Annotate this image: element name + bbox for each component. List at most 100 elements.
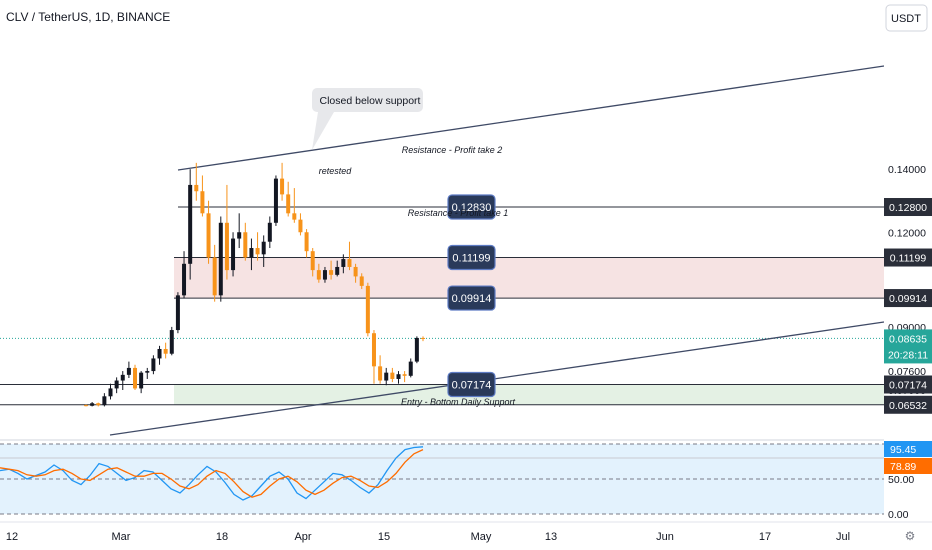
candle xyxy=(341,254,346,274)
price-axis[interactable]: 0.140000.120000.090000.076000.070000.128… xyxy=(884,0,932,550)
candle xyxy=(402,371,407,383)
candle xyxy=(163,342,168,359)
candle-body xyxy=(84,405,88,407)
candle-body xyxy=(310,251,315,271)
candle xyxy=(84,404,88,407)
candle-body xyxy=(212,257,217,296)
axis-level-tag-bg xyxy=(884,289,932,308)
candle-body xyxy=(200,191,205,214)
candle-body xyxy=(145,371,150,373)
candle xyxy=(249,238,254,271)
axis-level-tag-text: 0.07174 xyxy=(889,380,927,392)
candle-body xyxy=(182,263,187,296)
resistance-2-text: Resistance - Profit take 2 xyxy=(402,145,503,155)
candle-body xyxy=(378,366,383,381)
level-label-text: 0.12830 xyxy=(452,202,492,214)
axis-level-tag: 0.09914 xyxy=(884,289,932,308)
candle-body xyxy=(157,348,162,359)
candle-body xyxy=(90,403,95,406)
level-label: 0.11199 xyxy=(447,244,496,271)
stoch-rsi-pane[interactable] xyxy=(0,439,884,515)
candle xyxy=(102,393,107,407)
stoch-k-line xyxy=(0,446,424,501)
candle-body xyxy=(133,367,138,389)
time-tick-label: 17 xyxy=(759,531,771,543)
candle-body xyxy=(292,213,297,220)
candle xyxy=(169,326,174,356)
entry-text: Entry - Bottom Daily Support xyxy=(401,397,516,407)
axis-level-tag: 0.11199 xyxy=(884,248,932,267)
candle-body xyxy=(414,337,419,362)
candle xyxy=(145,367,150,379)
candle-body xyxy=(335,266,340,275)
candle xyxy=(90,401,95,407)
candle xyxy=(365,282,370,337)
candle-body xyxy=(341,259,346,267)
candle xyxy=(298,213,303,236)
candle xyxy=(151,355,156,375)
axis-level-tag-bg xyxy=(884,395,932,414)
annotations-layer: Closed below support retested Resistance -… xyxy=(312,88,516,407)
candle xyxy=(384,367,389,386)
candle-body xyxy=(108,388,113,397)
price-tick-label: 0.12000 xyxy=(888,227,926,239)
axis-level-tag-text: 0.12800 xyxy=(889,202,927,214)
candle xyxy=(335,260,340,277)
candle-body xyxy=(286,194,291,214)
rsi-tick-label: 50.00 xyxy=(888,474,914,486)
candle xyxy=(408,358,413,378)
axis-level-tag-text: 0.06532 xyxy=(889,400,927,412)
stoch-k-value-tag: 95.45 xyxy=(884,441,932,457)
stoch-k-value-bg xyxy=(884,441,932,457)
settings-gear-icon[interactable]: ⚙ xyxy=(905,529,916,543)
candle-body xyxy=(353,266,358,277)
level-label-box xyxy=(447,244,496,271)
time-axis[interactable]: 12 Mar 18 Apr 15 May 13 Jun 17 Jul ⚙ xyxy=(0,521,932,543)
candle-body xyxy=(151,358,156,372)
candle xyxy=(126,361,131,379)
candle xyxy=(188,169,193,280)
candle xyxy=(378,355,383,384)
candle-body xyxy=(322,270,327,280)
time-tick-label: Apr xyxy=(294,531,311,543)
candle-body xyxy=(371,333,376,367)
time-tick-label: 13 xyxy=(545,531,557,543)
candle xyxy=(329,260,334,280)
axis-level-tag-bg xyxy=(884,248,932,267)
symbol-title: CLV / TetherUS, 1D, BINANCE xyxy=(6,10,170,24)
stoch-d-value-tag: 78.89 xyxy=(884,458,932,474)
axis-level-tag-text: 0.09914 xyxy=(889,293,927,305)
candle xyxy=(218,216,223,302)
stoch-d-line xyxy=(0,449,424,498)
callout-text: Closed below support xyxy=(320,95,421,107)
candle-body xyxy=(304,232,309,252)
candle-body xyxy=(408,361,413,376)
candle-body xyxy=(316,270,321,280)
level-labels-layer: 0.12830 0.11199 0.09914 0.07174 xyxy=(447,194,496,398)
candle-body xyxy=(249,248,254,258)
candle-body xyxy=(421,337,425,339)
candle xyxy=(396,371,401,384)
candle xyxy=(292,188,297,223)
candle-body xyxy=(218,222,223,296)
axis-level-tag-bg xyxy=(884,198,932,217)
candle xyxy=(353,263,358,283)
candle-body xyxy=(261,241,266,255)
candle-body xyxy=(139,372,144,389)
price-tick-label: 0.07600 xyxy=(888,366,926,378)
candle xyxy=(96,402,101,407)
candle-body xyxy=(120,374,125,381)
trendlines-layer xyxy=(109,65,885,436)
level-label: 0.12830 xyxy=(447,194,496,220)
candle-body xyxy=(206,213,211,258)
candle xyxy=(133,364,138,390)
currency-button[interactable]: USDT xyxy=(885,4,928,32)
candles-layer[interactable] xyxy=(84,162,425,407)
candle-body xyxy=(390,372,395,379)
candle xyxy=(212,244,217,302)
candle-body xyxy=(396,374,401,379)
axis-level-tag-bg xyxy=(884,375,932,394)
level-label-box xyxy=(447,194,496,220)
candle xyxy=(108,383,113,400)
